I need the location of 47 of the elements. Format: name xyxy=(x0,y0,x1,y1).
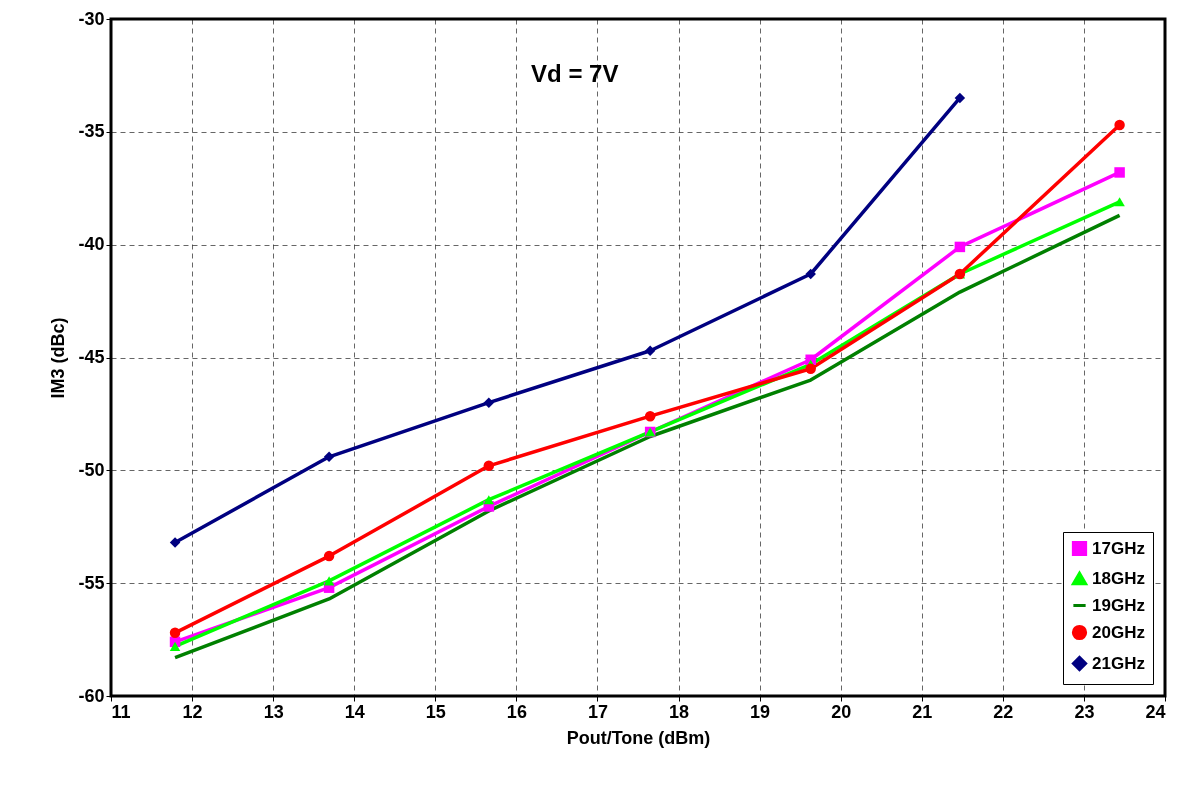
x-tick-label: 15 xyxy=(425,701,446,722)
point xyxy=(169,627,181,639)
x-tick-label: 13 xyxy=(263,701,284,722)
y-tick-label: -30 xyxy=(78,8,105,29)
point xyxy=(805,363,816,375)
annotation: Vd = 7V xyxy=(531,60,619,87)
x-tick-label: 17 xyxy=(587,701,608,722)
legend-label: 21GHz xyxy=(1092,653,1145,673)
x-tick-label: 23 xyxy=(1074,701,1095,722)
y-tick-label: -45 xyxy=(78,347,105,367)
x-tick-label: 14 xyxy=(344,701,365,722)
x-axis-title: Pout/Tone (dBm) xyxy=(566,727,711,748)
point xyxy=(483,460,495,472)
point xyxy=(323,576,335,586)
x-tick-label: 20 xyxy=(831,701,852,722)
x-tick-label: 12 xyxy=(182,701,203,722)
x-tick-label: 11 xyxy=(111,701,131,722)
x-tick-label: 24 xyxy=(1145,701,1166,722)
point xyxy=(805,268,816,280)
y-tick-label: -35 xyxy=(78,121,105,142)
point xyxy=(323,550,335,562)
point xyxy=(1114,197,1125,207)
x-tick-label: 18 xyxy=(669,701,690,722)
point xyxy=(954,241,966,253)
point xyxy=(644,345,656,356)
x-tick-label: 16 xyxy=(506,701,527,722)
x-tick-label: 21 xyxy=(912,701,933,722)
legend-label: 17GHz xyxy=(1092,538,1145,558)
y-axis-title: IM3 (dBc) xyxy=(48,317,69,399)
point xyxy=(644,410,656,422)
y-tick-label: -50 xyxy=(78,459,105,480)
point xyxy=(169,537,181,548)
point xyxy=(483,397,495,408)
y-tick-label: -40 xyxy=(78,234,105,255)
legend-label: 18GHz xyxy=(1092,568,1145,588)
legend-label: 20GHz xyxy=(1092,622,1145,642)
y-tick-label: -60 xyxy=(78,685,105,706)
x-tick-label: 19 xyxy=(750,701,771,722)
point xyxy=(323,451,335,463)
point xyxy=(483,495,495,505)
y-tick-label: -55 xyxy=(78,572,105,593)
legend-label: 19GHz xyxy=(1092,595,1145,615)
x-tick-label: 22 xyxy=(993,701,1014,722)
point xyxy=(954,92,966,104)
point xyxy=(169,641,181,651)
point xyxy=(1114,119,1125,131)
point xyxy=(1114,167,1125,178)
